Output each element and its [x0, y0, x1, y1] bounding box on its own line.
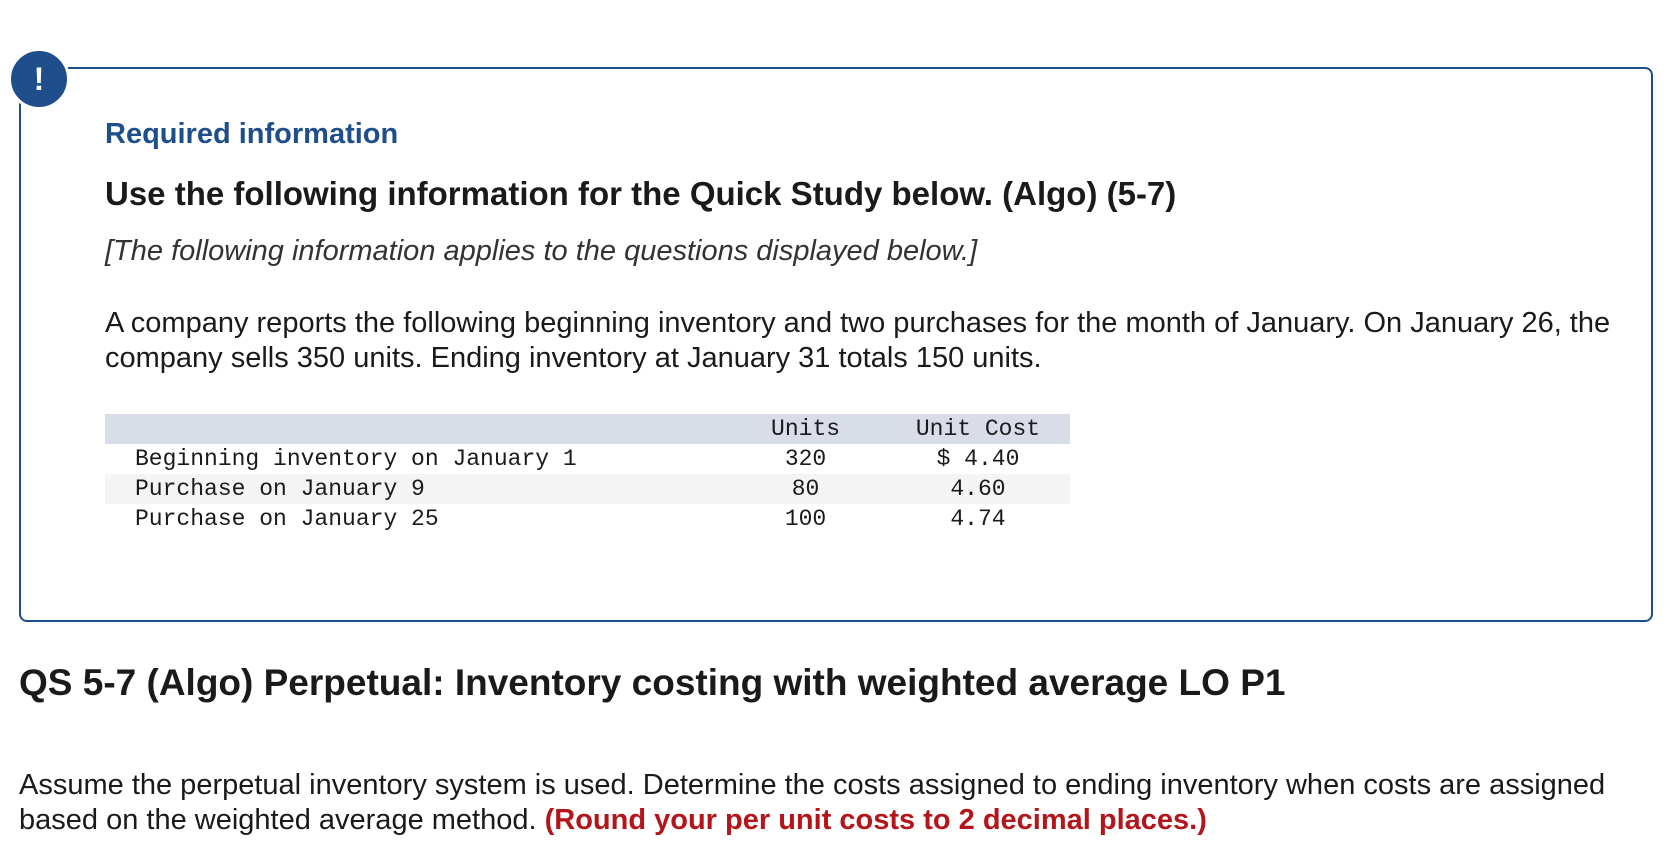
row-item: Purchase on January 9 — [135, 476, 425, 502]
info-note: [The following information applies to th… — [105, 235, 978, 267]
table-row: Purchase on January 9 80 4.60 — [105, 474, 1070, 504]
inventory-table: Units Unit Cost Beginning inventory on J… — [105, 414, 1070, 534]
column-header-units: Units — [771, 416, 841, 442]
column-header-item — [105, 414, 725, 444]
rounding-note: (Round your per unit costs to 2 decimal … — [544, 804, 1207, 836]
column-header-unit-cost: Unit Cost — [915, 416, 1041, 442]
table-row: Purchase on January 25 100 4.74 — [105, 504, 1070, 534]
row-item: Purchase on January 25 — [135, 506, 439, 532]
question-title: QS 5-7 (Algo) Perpetual: Inventory costi… — [19, 662, 1286, 703]
instructions-text: Assume the perpetual inventory system is… — [19, 769, 1606, 836]
row-item: Beginning inventory on January 1 — [135, 446, 577, 472]
row-units: 80 — [791, 476, 820, 502]
row-unit-cost: $ 4.40 — [936, 446, 1020, 472]
row-units: 320 — [784, 446, 827, 472]
scenario-text: A company reports the following beginnin… — [105, 307, 1611, 374]
info-heading: Use the following information for the Qu… — [105, 175, 1177, 212]
row-unit-cost: 4.60 — [950, 476, 1006, 502]
table-row: Beginning inventory on January 1 320 $ 4… — [105, 444, 1070, 474]
row-unit-cost: 4.74 — [950, 506, 1006, 532]
row-units: 100 — [784, 506, 827, 532]
exclamation-icon: ! — [8, 48, 70, 110]
question-instructions: Assume the perpetual inventory system is… — [19, 768, 1659, 838]
table-header-row: Units Unit Cost — [105, 414, 1070, 444]
required-info-label: Required information — [105, 118, 399, 150]
required-info-panel — [19, 67, 1653, 622]
